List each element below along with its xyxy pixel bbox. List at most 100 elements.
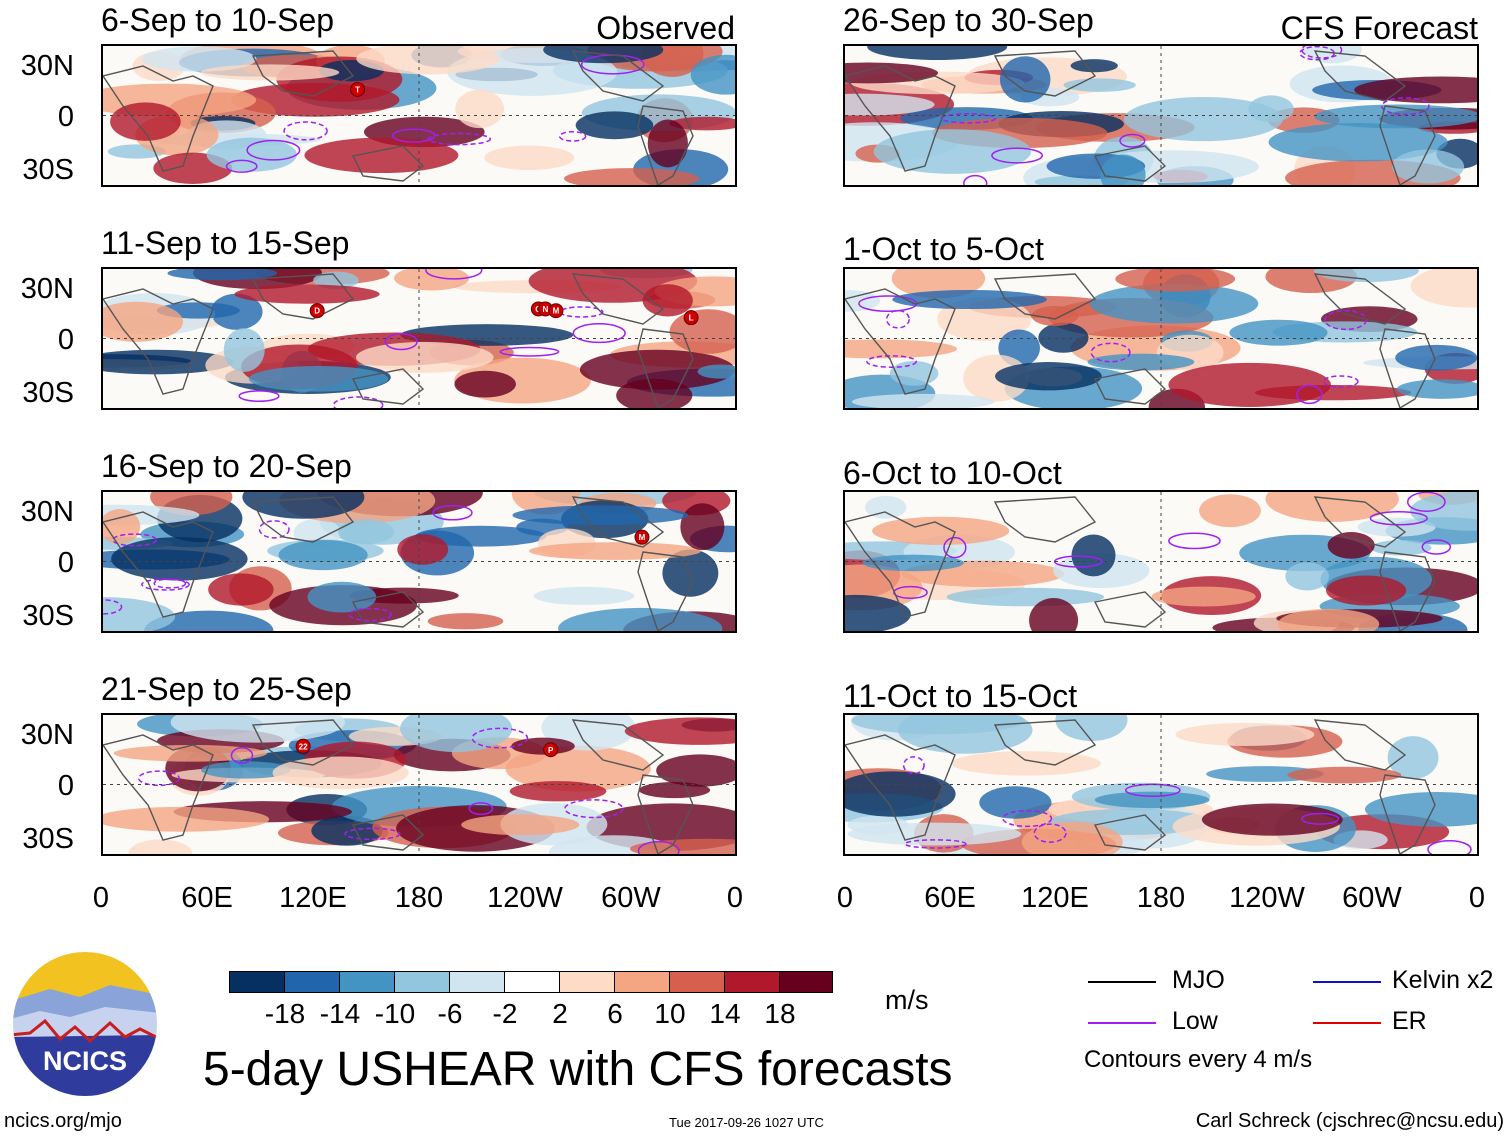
low-frequency-contour — [1322, 375, 1359, 388]
shear-shading — [862, 554, 964, 572]
coastline — [1313, 273, 1407, 325]
storm-marker-label: P — [548, 746, 554, 755]
legend-line-low — [1088, 1022, 1156, 1024]
colorbar-box — [614, 971, 670, 993]
colorbar-label: 14 — [709, 998, 741, 1029]
coastline — [845, 288, 956, 395]
colorbar-box — [724, 971, 780, 993]
shear-shading — [223, 328, 265, 372]
colorbar-label: -14 — [319, 998, 361, 1029]
shear-shading — [427, 613, 504, 630]
shear-shading — [1151, 586, 1256, 607]
coastline — [845, 65, 956, 172]
coastline — [1093, 368, 1167, 405]
shear-shading — [307, 581, 377, 613]
low-frequency-contour — [225, 159, 258, 173]
shear-shading — [1229, 319, 1328, 346]
shear-shading — [103, 301, 184, 342]
shear-shading — [1314, 269, 1419, 283]
coastline — [571, 719, 665, 771]
lon-label-120w: 120W — [487, 882, 563, 914]
shear-shading — [1354, 76, 1477, 104]
low-frequency-contour — [499, 346, 560, 357]
footer-url[interactable]: ncics.org/mjo — [4, 1110, 122, 1132]
low-frequency-contour — [963, 174, 988, 185]
shear-field — [845, 715, 1477, 854]
shear-shading — [1123, 97, 1283, 142]
shear-shading — [200, 64, 340, 81]
legend-label-low: Low — [1172, 1007, 1218, 1035]
lon-label-60e: 60E — [181, 882, 233, 914]
map-panel-2: DONML — [101, 267, 737, 410]
lat-label-30n: 30N — [20, 719, 74, 751]
shear-shading — [206, 137, 297, 172]
shear-shading — [1254, 384, 1412, 401]
low-frequency-contour — [230, 747, 254, 764]
shear-field — [845, 46, 1477, 185]
ncics-logo: NCICS — [10, 949, 160, 1099]
shear-shading — [110, 102, 181, 141]
low-frequency-contour — [943, 536, 967, 559]
shear-shading — [1087, 353, 1195, 371]
panel-title-4: 21-Sep to 25-Sep — [101, 671, 352, 707]
shear-shading — [400, 715, 513, 753]
colorbar-box — [669, 971, 725, 993]
shear-shading — [642, 284, 693, 317]
shear-shading — [558, 607, 723, 631]
main-title: 5-day USHEAR with CFS forecasts — [203, 1043, 953, 1096]
map-panel-3: M — [101, 490, 737, 633]
lon-label-180: 180 — [1136, 882, 1186, 914]
shear-shading — [167, 269, 278, 281]
low-frequency-contour — [112, 533, 158, 547]
low-frequency-contour — [1053, 555, 1103, 568]
storm-marker-label: M — [639, 533, 646, 542]
low-frequency-contour — [137, 770, 181, 787]
shear-shading — [579, 349, 735, 390]
shear-field — [845, 492, 1477, 631]
shear-shading — [1089, 283, 1259, 324]
low-frequency-contour — [103, 599, 123, 615]
lon-label-180: 180 — [394, 882, 444, 914]
lat-label-30n: 30N — [20, 50, 74, 82]
shear-shading — [234, 284, 380, 304]
lat-label-eq: 0 — [57, 324, 74, 356]
shear-shading — [505, 745, 651, 792]
coastline — [103, 734, 214, 841]
coastline — [993, 719, 1097, 766]
map-panel-8 — [843, 713, 1479, 856]
shear-shading — [111, 537, 248, 581]
shear-shading — [697, 364, 735, 379]
shear-shading — [845, 62, 939, 84]
low-frequency-contour — [572, 323, 626, 344]
coastline — [571, 50, 665, 102]
map-panel-7 — [843, 490, 1479, 633]
lat-label-30s: 30S — [22, 600, 74, 632]
shear-shading — [394, 269, 470, 291]
shear-shading — [511, 737, 575, 755]
map-panel-5 — [843, 44, 1479, 187]
lon-label-120e: 120E — [279, 882, 347, 914]
shear-shading — [355, 341, 494, 373]
low-frequency-contour — [1296, 384, 1323, 405]
lat-label-30s: 30S — [22, 377, 74, 409]
colorbar-label: 18 — [764, 998, 796, 1029]
coastline — [251, 719, 355, 766]
shear-field: DONML — [103, 269, 735, 408]
colorbar-box — [284, 971, 340, 993]
storm-marker: L — [683, 310, 699, 326]
shear-shading — [1364, 792, 1477, 827]
coastline — [251, 50, 355, 97]
shear-shading — [624, 717, 735, 745]
colorbar-label: 2 — [552, 998, 568, 1029]
low-frequency-contour — [1427, 839, 1472, 854]
low-frequency-contour — [904, 839, 967, 849]
shear-shading — [1387, 736, 1439, 780]
shear-shading — [845, 93, 935, 116]
lon-label-0: 0 — [836, 882, 854, 914]
shear-shading — [999, 56, 1051, 103]
shear-shading — [1071, 534, 1116, 577]
colorbar-box — [339, 971, 395, 993]
coastline — [251, 496, 355, 543]
lat-label-eq: 0 — [57, 770, 74, 802]
shear-shading — [103, 349, 234, 375]
